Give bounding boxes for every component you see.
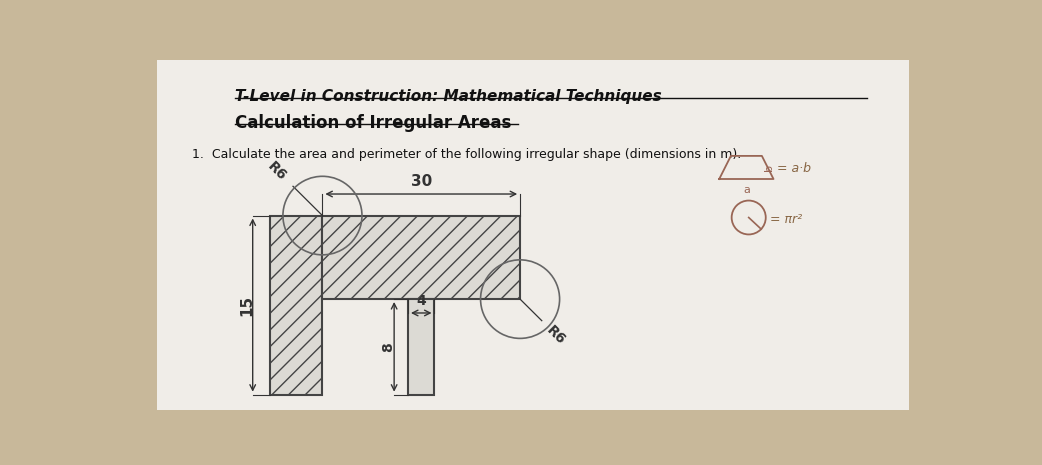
Text: R6: R6 — [544, 323, 568, 347]
Text: a: a — [743, 185, 750, 195]
Text: 4: 4 — [417, 294, 426, 308]
Text: 15: 15 — [239, 294, 254, 316]
Text: Calculation of Irregular Areas: Calculation of Irregular Areas — [234, 113, 512, 132]
Text: R6: R6 — [265, 159, 289, 184]
Bar — [322, 216, 520, 299]
Bar — [270, 216, 322, 395]
Text: = πr²: = πr² — [770, 213, 801, 226]
Text: 1.  Calculate the area and perimeter of the following irregular shape (dimension: 1. Calculate the area and perimeter of t… — [193, 148, 742, 161]
Text: b: b — [764, 164, 774, 171]
Text: 8: 8 — [381, 342, 395, 352]
Text: T-Level in Construction: Mathematical Techniques: T-Level in Construction: Mathematical Te… — [234, 89, 662, 104]
Text: 30: 30 — [411, 173, 431, 189]
Bar — [408, 299, 435, 395]
Text: = a·b: = a·b — [777, 162, 812, 175]
